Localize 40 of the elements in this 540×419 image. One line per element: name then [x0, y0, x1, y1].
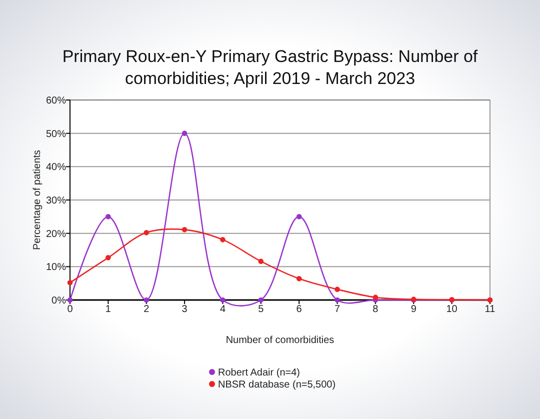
point — [67, 280, 73, 286]
point — [372, 294, 378, 300]
x-tick-label: 1 — [105, 304, 112, 315]
x-tick-label: 4 — [220, 304, 226, 315]
y-tick-label: 30% — [46, 196, 66, 206]
x-axis-title: Number of comorbidities — [226, 335, 334, 346]
y-axis-title: Percentage of patients — [32, 150, 43, 250]
point — [220, 237, 226, 242]
x-tick-label: 0 — [67, 304, 74, 315]
y-tick-label: 10% — [46, 262, 66, 274]
x-tick-label: 2 — [144, 304, 150, 315]
point — [296, 214, 302, 220]
legend-label: Robert Adair (n=4) — [218, 368, 300, 378]
point — [144, 230, 150, 236]
point — [258, 297, 264, 303]
x-tick-label: 5 — [258, 304, 264, 315]
point — [182, 130, 188, 136]
x-tick-label: 6 — [296, 304, 302, 315]
point — [334, 286, 340, 292]
point — [106, 255, 111, 260]
point — [334, 297, 340, 303]
legend-label: NBSR database (n=5,500) — [218, 380, 336, 390]
point — [144, 297, 150, 303]
x-tick-label: 7 — [334, 304, 340, 315]
point — [296, 276, 302, 282]
y-tick-label: 40% — [46, 162, 66, 174]
x-tick-label: 10 — [446, 304, 458, 315]
y-tick-label: 20% — [46, 228, 66, 240]
chart-title: Primary Roux-en-Y Primary Gastric Bypass: Number of comorbidities; April 2019 - March 2023 — [62, 47, 478, 88]
x-tick-label: 11 — [484, 304, 496, 315]
point — [182, 227, 188, 232]
x-tick-label: 8 — [372, 304, 379, 315]
point — [106, 214, 111, 220]
x-tick-label: 9 — [410, 304, 417, 315]
y-tick-label: 50% — [46, 128, 66, 140]
y-tick-label: 60% — [46, 96, 66, 106]
y-tick-label: 0% — [52, 296, 66, 306]
x-tick-label: 3 — [182, 304, 188, 315]
point — [258, 258, 264, 264]
point — [220, 297, 226, 303]
